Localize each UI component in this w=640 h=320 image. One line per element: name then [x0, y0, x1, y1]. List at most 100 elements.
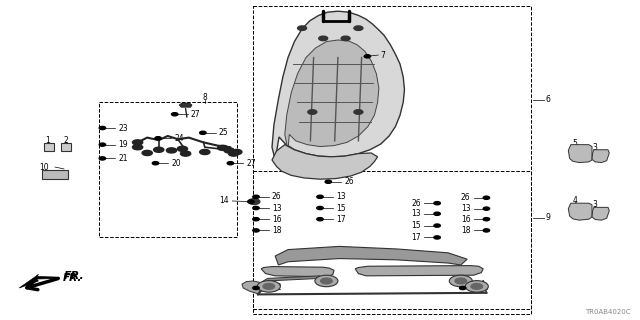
Circle shape [317, 195, 323, 198]
Text: 20: 20 [172, 159, 181, 168]
Polygon shape [262, 276, 320, 283]
Text: 26: 26 [412, 199, 421, 208]
Circle shape [434, 224, 440, 227]
Text: 13: 13 [461, 204, 470, 213]
Polygon shape [568, 145, 592, 163]
FancyBboxPatch shape [42, 170, 68, 179]
Circle shape [99, 157, 106, 160]
Polygon shape [242, 281, 262, 294]
Circle shape [483, 207, 490, 210]
Polygon shape [568, 203, 592, 220]
Polygon shape [19, 275, 60, 288]
Text: 8: 8 [202, 93, 207, 102]
Circle shape [200, 149, 210, 155]
Circle shape [166, 148, 177, 153]
Text: 19: 19 [118, 140, 128, 149]
Text: 25: 25 [219, 128, 228, 137]
Circle shape [449, 275, 472, 287]
Bar [253, 6, 531, 314]
Text: 10: 10 [38, 163, 49, 172]
Circle shape [253, 286, 259, 290]
Text: 17: 17 [412, 233, 421, 242]
Text: 16: 16 [461, 215, 470, 224]
Circle shape [483, 218, 490, 221]
FancyBboxPatch shape [44, 143, 54, 151]
Text: 18: 18 [272, 226, 282, 235]
Circle shape [177, 146, 188, 151]
Circle shape [142, 150, 152, 156]
Text: TR0AB4020C: TR0AB4020C [585, 309, 630, 315]
Circle shape [253, 206, 259, 210]
Text: 11: 11 [479, 284, 488, 292]
Circle shape [321, 278, 332, 284]
Text: 26: 26 [344, 177, 354, 186]
Circle shape [298, 26, 307, 30]
Circle shape [253, 229, 259, 232]
Circle shape [354, 26, 363, 30]
Text: 1: 1 [45, 136, 51, 145]
Circle shape [263, 284, 275, 289]
Text: 13: 13 [272, 204, 282, 212]
Circle shape [224, 148, 234, 153]
Circle shape [317, 206, 323, 210]
Circle shape [248, 199, 260, 204]
Circle shape [257, 281, 280, 292]
Text: 4: 4 [572, 196, 577, 204]
Circle shape [152, 162, 159, 165]
Text: 3: 3 [593, 143, 598, 152]
Circle shape [434, 212, 440, 215]
Circle shape [253, 218, 259, 221]
Circle shape [483, 196, 490, 199]
Text: 23: 23 [118, 124, 128, 132]
Circle shape [460, 286, 466, 290]
Text: 16: 16 [272, 215, 282, 224]
Circle shape [253, 195, 259, 198]
Circle shape [228, 151, 239, 156]
Text: 17: 17 [336, 215, 346, 224]
Circle shape [315, 275, 338, 287]
Text: 13: 13 [412, 209, 421, 218]
Circle shape [325, 180, 332, 183]
Bar [253, 171, 531, 309]
Text: FR.: FR. [64, 271, 84, 281]
Polygon shape [355, 266, 483, 276]
Circle shape [341, 36, 350, 41]
FancyBboxPatch shape [61, 143, 71, 151]
Text: 24: 24 [174, 134, 184, 143]
Circle shape [154, 147, 164, 152]
Circle shape [218, 145, 228, 150]
Polygon shape [272, 145, 378, 179]
Polygon shape [179, 103, 192, 107]
Circle shape [132, 140, 143, 145]
Circle shape [465, 281, 488, 292]
Text: 13: 13 [336, 192, 346, 201]
Text: 6: 6 [545, 95, 550, 104]
Circle shape [200, 131, 206, 134]
Polygon shape [272, 11, 404, 160]
Text: 7: 7 [380, 51, 385, 60]
Bar [99, 102, 237, 237]
Circle shape [483, 229, 490, 232]
Text: 26: 26 [272, 192, 282, 201]
Circle shape [248, 200, 254, 203]
Text: FR.: FR. [63, 273, 82, 284]
Polygon shape [592, 150, 609, 163]
Polygon shape [285, 40, 379, 150]
Text: 3: 3 [593, 200, 598, 209]
Text: 5: 5 [572, 139, 577, 148]
Circle shape [155, 137, 161, 140]
Circle shape [434, 202, 440, 205]
Circle shape [455, 278, 467, 284]
Circle shape [99, 143, 106, 146]
Text: 9: 9 [545, 213, 550, 222]
Circle shape [354, 110, 363, 114]
Circle shape [99, 126, 106, 130]
Text: 15: 15 [336, 204, 346, 212]
Circle shape [227, 162, 234, 165]
Text: 15: 15 [412, 221, 421, 230]
Text: 12: 12 [272, 284, 282, 292]
Circle shape [319, 36, 328, 41]
Polygon shape [275, 246, 467, 265]
Text: 27: 27 [191, 110, 200, 119]
Text: 26: 26 [461, 193, 470, 202]
